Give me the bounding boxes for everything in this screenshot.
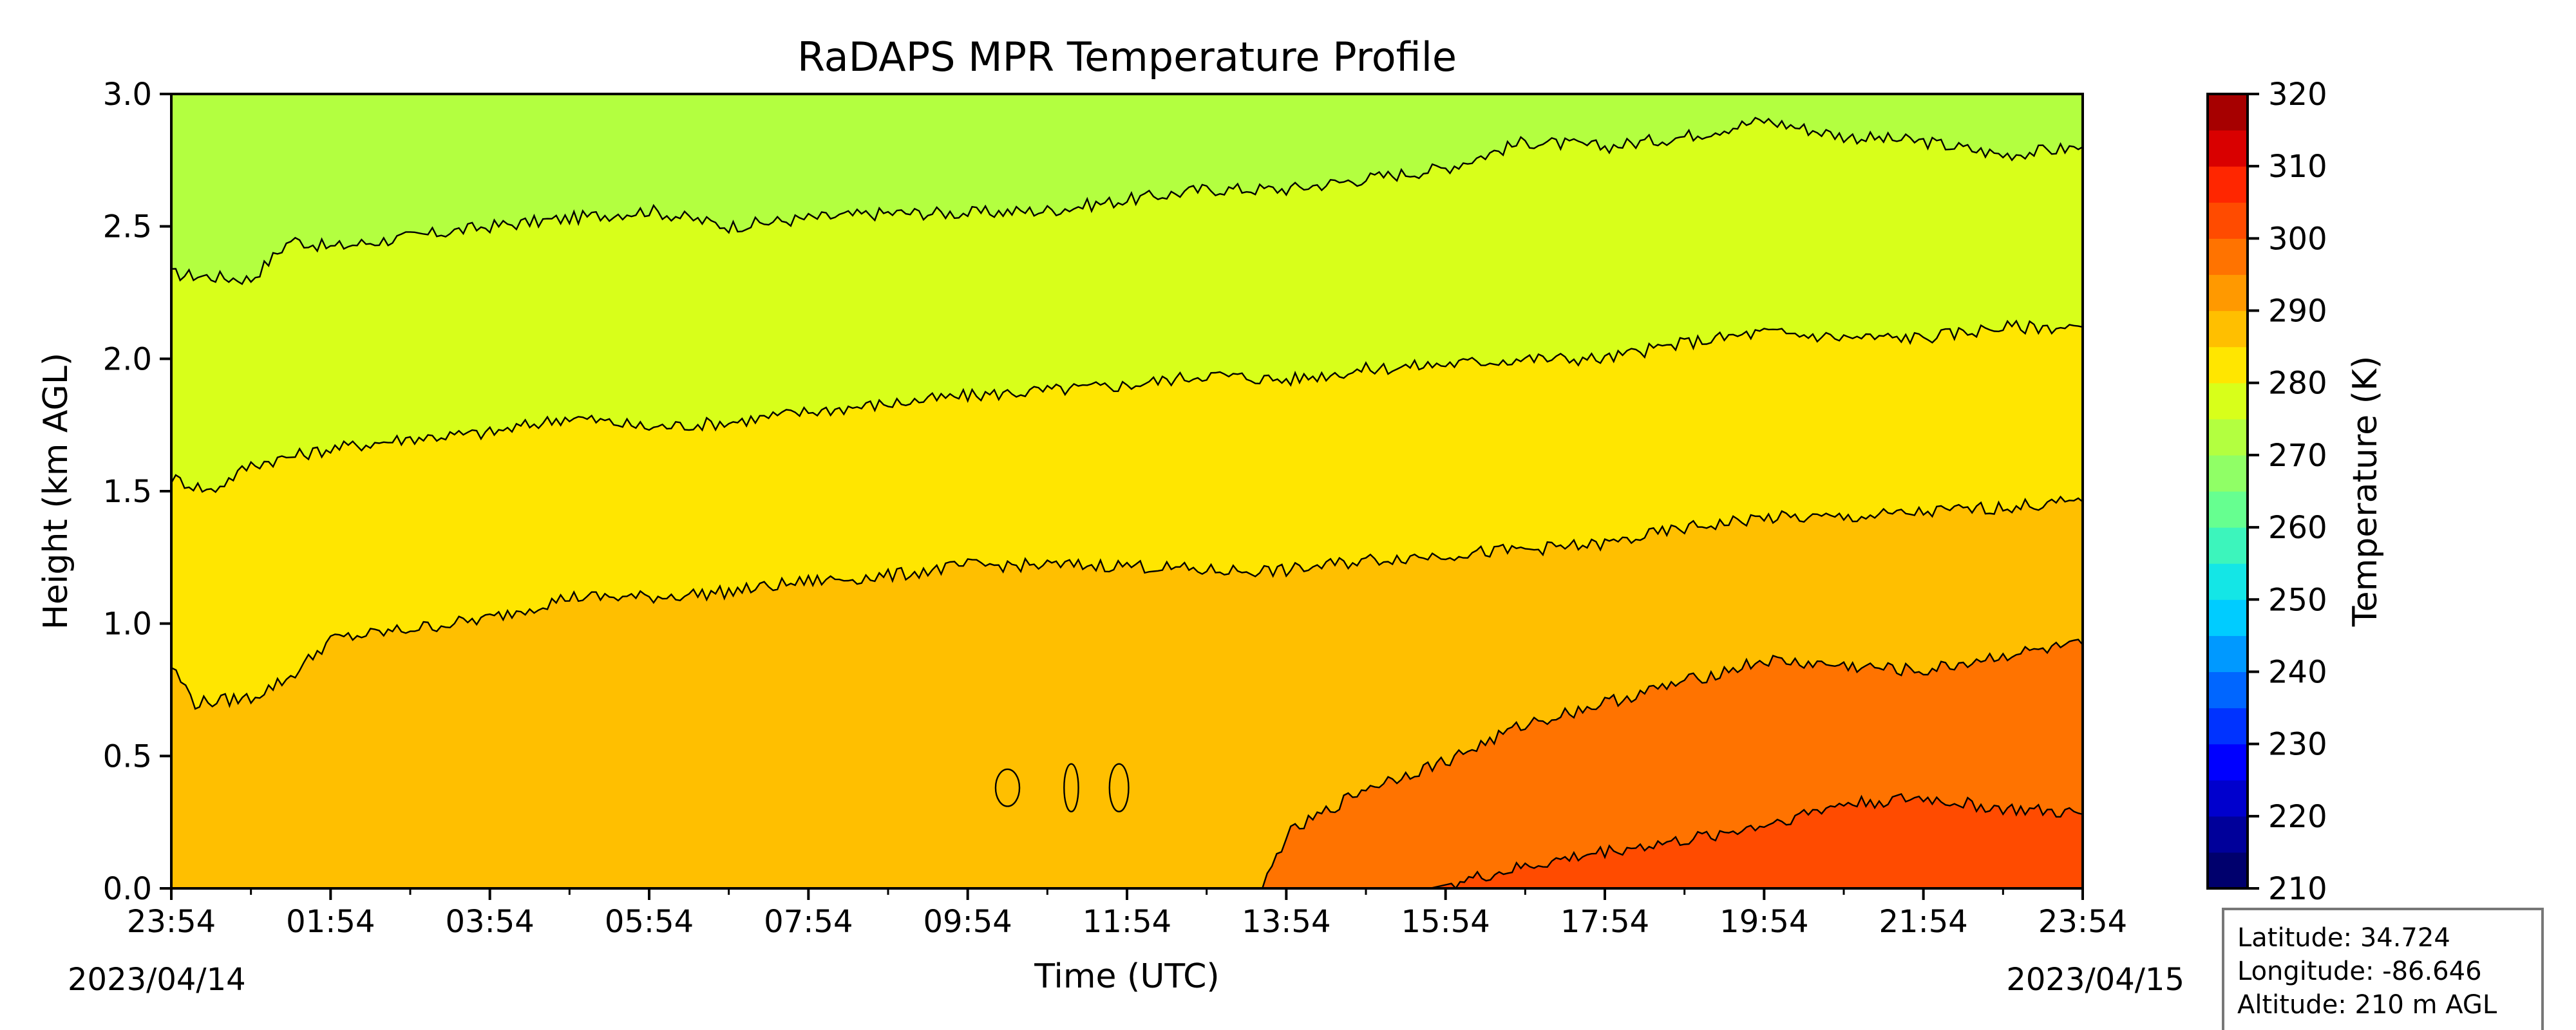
colorbar-label: Temperature (K): [2346, 356, 2385, 628]
x-tick-label: 07:54: [764, 904, 853, 940]
colorbar-tick-label: 230: [2268, 727, 2327, 763]
colorbar-segment: [2208, 527, 2248, 564]
colorbar-tick-label: 320: [2268, 77, 2327, 113]
x-tick-label: 23:54: [127, 904, 216, 940]
colorbar-segment: [2208, 382, 2248, 420]
x-tick-label: 05:54: [605, 904, 694, 940]
y-tick-label: 2.0: [103, 341, 152, 377]
chart-title: RaDAPS MPR Temperature Profile: [797, 33, 1457, 80]
info-box: Latitude: 34.724 Longitude: -86.646 Alti…: [2222, 908, 2544, 1030]
x-tick-label: 17:54: [1560, 904, 1649, 940]
contour-270: [171, 117, 2083, 285]
y-tick-label: 1.0: [103, 606, 152, 642]
x-tick-label: 15:54: [1401, 904, 1490, 940]
x-start-date: 2023/04/14: [68, 962, 246, 998]
colorbar-segment: [2208, 816, 2248, 853]
colorbar-segment: [2208, 671, 2248, 709]
contour-290: [1262, 639, 2083, 888]
colorbar-segment: [2208, 852, 2248, 889]
x-tick-label: 09:54: [923, 904, 1012, 940]
colorbar-segment: [2208, 310, 2248, 348]
x-end-date: 2023/04/15: [2006, 962, 2184, 998]
x-tick-label: 01:54: [286, 904, 375, 940]
colorbar-segment: [2208, 166, 2248, 203]
colorbar-segment: [2208, 238, 2248, 276]
x-tick-label: 23:54: [2038, 904, 2127, 940]
small-contour-0: [994, 768, 1021, 807]
info-box-frame: [2222, 908, 2544, 1030]
x-tick-label: 11:54: [1083, 904, 1171, 940]
info-altitude: Altitude: 210 m AGL: [2237, 990, 2497, 1020]
info-latitude: Latitude: 34.724: [2237, 923, 2450, 953]
colorbar-segment: [2208, 563, 2248, 600]
colorbar-segment: [2208, 94, 2248, 131]
y-tick-label: 1.5: [103, 474, 152, 510]
contour-295: [1429, 792, 2083, 888]
y-tick-label: 2.5: [103, 209, 152, 245]
colorbar-tick-label: 270: [2268, 438, 2327, 474]
small-contour-1: [1063, 763, 1079, 812]
plot-area: [170, 93, 2084, 890]
colorbar-segment: [2208, 491, 2248, 528]
colorbar-segment: [2208, 635, 2248, 673]
x-tick-label: 19:54: [1719, 904, 1808, 940]
colorbar-segment: [2208, 780, 2248, 817]
y-tick-label: 0.5: [103, 738, 152, 774]
x-tick-label: 13:54: [1242, 904, 1331, 940]
y-axis-label: Height (km AGL): [37, 353, 75, 630]
colorbar-segment: [2208, 707, 2248, 745]
colorbar-segment: [2208, 274, 2248, 312]
contour-280: [171, 495, 2083, 710]
info-longitude: Longitude: -86.646: [2237, 957, 2482, 986]
colorbar-segment: [2208, 744, 2248, 781]
colorbar-tick-label: 300: [2268, 221, 2327, 257]
x-tick-label: 21:54: [1879, 904, 1968, 940]
contour-275: [171, 319, 2083, 494]
colorbar-tick-label: 220: [2268, 799, 2327, 835]
colorbar-tick-label: 290: [2268, 294, 2327, 330]
colorbar-tick-label: 260: [2268, 510, 2327, 546]
colorbar-segment: [2208, 599, 2248, 636]
colorbar-frame: [2206, 93, 2249, 890]
y-tick-label: 0.0: [103, 871, 152, 907]
colorbar-segment: [2208, 202, 2248, 239]
colorbar-segment: [2208, 454, 2248, 492]
small-contour-2: [1108, 763, 1130, 812]
x-axis-label: Time (UTC): [1034, 957, 1219, 996]
colorbar-tick-label: 250: [2268, 582, 2327, 618]
colorbar-tick-label: 210: [2268, 871, 2327, 907]
band-below-295: [1429, 794, 2083, 888]
colorbar-segment: [2208, 130, 2248, 167]
colorbar-tick-label: 280: [2268, 366, 2327, 402]
colorbar-tick-label: 240: [2268, 654, 2327, 690]
colorbar-tick-label: 310: [2268, 149, 2327, 185]
colorbar-segment: [2208, 418, 2248, 456]
x-axis: 23:54 01:54 03:54 05:54 07:54 09:54 11:54 13:54…: [127, 888, 2127, 940]
x-tick-label: 03:54: [446, 904, 535, 940]
colorbar-segment: [2208, 346, 2248, 384]
y-tick-label: 3.0: [103, 77, 152, 113]
y-axis: 0.0 0.5 1.0 1.5 2.0 2.5 3.0: [103, 77, 171, 907]
colorbar: 210 220 230 240 250 260 270 280 290 300 310 320: [2206, 77, 2327, 907]
